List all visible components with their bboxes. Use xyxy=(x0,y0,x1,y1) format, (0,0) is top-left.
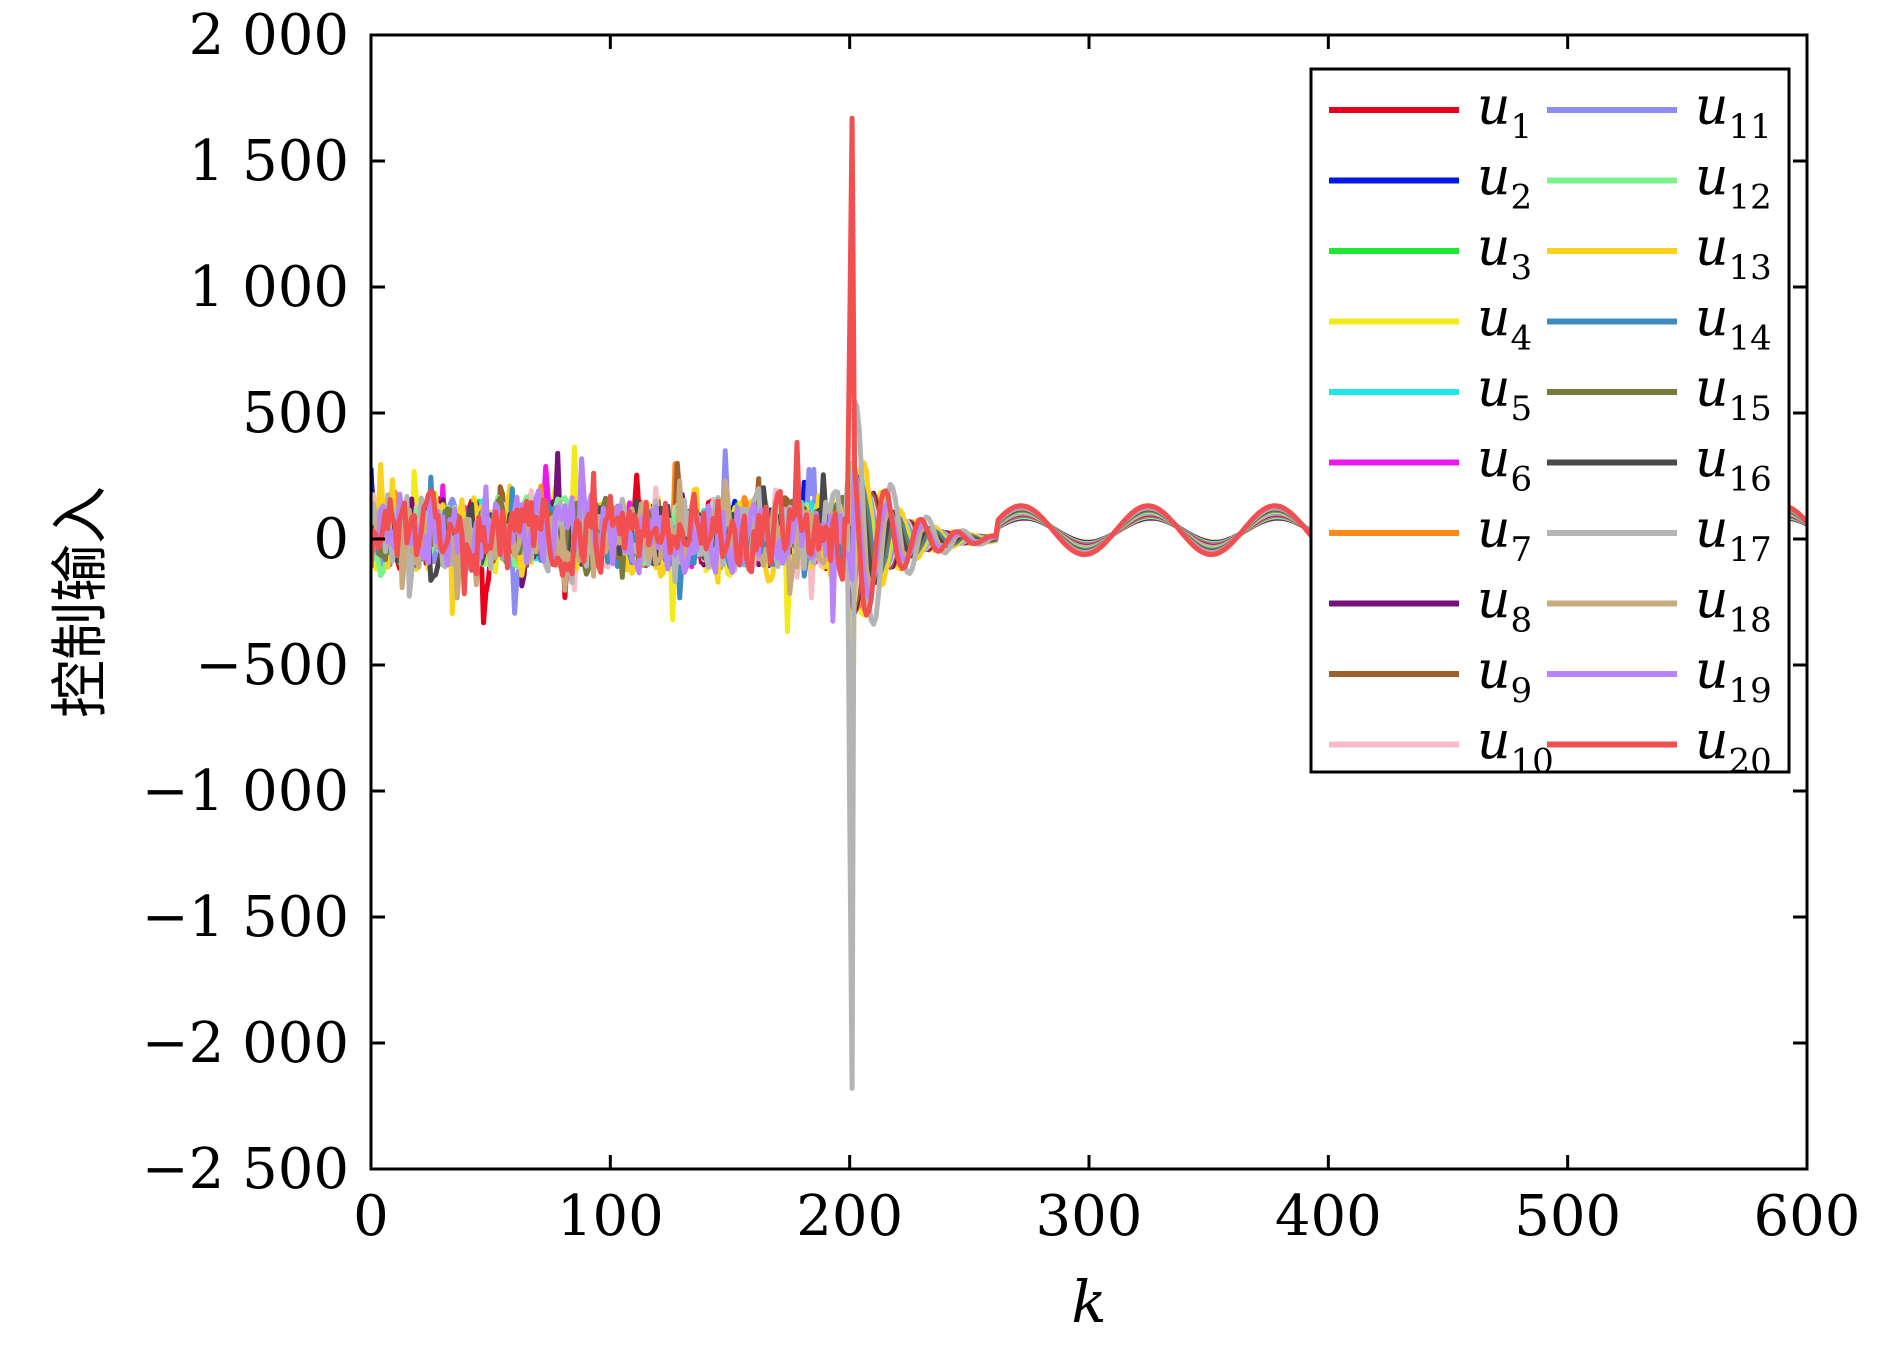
y-tick-label: −500 xyxy=(195,633,349,698)
legend-label-u13: u13 xyxy=(1695,218,1772,288)
y-tick-label: −1 000 xyxy=(142,759,349,824)
y-tick-label: 0 xyxy=(313,507,349,572)
y-tick-label: 1 500 xyxy=(189,129,349,194)
legend-label-u18: u18 xyxy=(1695,571,1772,641)
legend-label-u4: u4 xyxy=(1477,289,1532,359)
y-tick-label: −1 500 xyxy=(142,885,349,950)
y-tick-label: 500 xyxy=(242,381,349,446)
x-tick-label: 0 xyxy=(353,1184,389,1249)
legend-label-u12: u12 xyxy=(1695,148,1772,218)
legend-label-u16: u16 xyxy=(1695,430,1772,500)
x-tick-label: 200 xyxy=(796,1184,903,1249)
legend-label-u19: u19 xyxy=(1695,641,1772,711)
legend-label-u3: u3 xyxy=(1477,218,1532,288)
y-tick-label: −2 500 xyxy=(142,1137,349,1202)
legend-label-u17: u17 xyxy=(1695,500,1772,570)
y-tick-label: 1 000 xyxy=(189,255,349,320)
ticks-layer: 0 100 200 300 400 500 600 2 000 1 500 1 000 500 0 −5… xyxy=(142,3,1861,1249)
x-tick-label: 600 xyxy=(1754,1184,1861,1249)
legend-label-u15: u15 xyxy=(1695,359,1772,429)
legend-label-u20: u20 xyxy=(1695,712,1772,782)
legend: u1u2u3u4u5u6u7u8u9u10u11u12u13u14u15u16u… xyxy=(1309,67,1791,782)
x-axis-label: k xyxy=(1071,1268,1106,1336)
legend-label-u14: u14 xyxy=(1695,289,1772,359)
x-tick-label: 400 xyxy=(1275,1184,1382,1249)
y-axis-label: 控制输入 xyxy=(46,486,114,718)
y-tick-label: −2 000 xyxy=(142,1011,349,1076)
legend-label-u6: u6 xyxy=(1477,430,1532,500)
legend-label-u8: u8 xyxy=(1477,571,1532,641)
legend-box xyxy=(1309,67,1791,774)
legend-label-u9: u9 xyxy=(1477,641,1532,711)
x-tick-label: 500 xyxy=(1514,1184,1621,1249)
legend-label-u2: u2 xyxy=(1477,148,1532,218)
legend-label-u10: u10 xyxy=(1477,712,1554,782)
x-tick-label: 300 xyxy=(1036,1184,1143,1249)
legend-label-u7: u7 xyxy=(1477,500,1532,570)
legend-label-u1: u1 xyxy=(1477,77,1532,147)
legend-label-u5: u5 xyxy=(1477,359,1532,429)
x-tick-label: 100 xyxy=(557,1184,664,1249)
y-tick-label: 2 000 xyxy=(189,3,349,68)
legend-label-u11: u11 xyxy=(1695,77,1772,147)
